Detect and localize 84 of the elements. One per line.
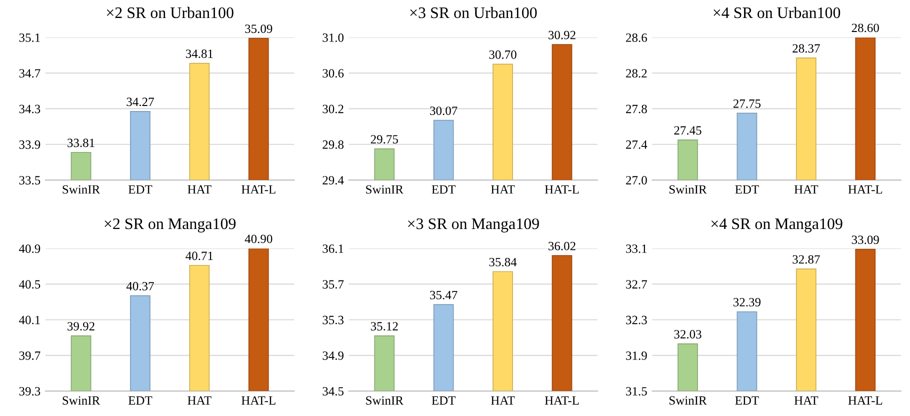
y-tick-label: 34.3: [19, 104, 40, 114]
data-label: 29.75: [370, 135, 398, 144]
x-tick-label: EDT: [432, 396, 456, 405]
y-tick-label: 34.7: [19, 69, 40, 78]
y-tick-label: 29.8: [322, 140, 344, 149]
data-label: 33.81: [68, 138, 94, 148]
y-tick-label: 35.1: [19, 34, 40, 42]
y-tick-label: 27.4: [626, 140, 648, 149]
x-tick-label: EDT: [432, 185, 456, 194]
y-tick-label: 30.2: [322, 104, 344, 114]
data-label: 30.07: [430, 106, 458, 116]
data-label: 27.45: [674, 126, 702, 135]
data-label: 40.37: [126, 282, 154, 290]
data-label: 28.37: [792, 44, 820, 53]
y-tick-label: 28.6: [626, 33, 648, 42]
y-tick-label: 35.3: [322, 316, 344, 324]
data-label: 40.71: [186, 252, 213, 260]
x-tick-label: HAT-L: [242, 185, 276, 194]
x-tick-label: SwinIR: [62, 396, 100, 405]
data-label: 35.84: [489, 258, 517, 266]
y-tick-label: 28.2: [626, 69, 647, 78]
x-tick-label: HAT: [188, 396, 212, 405]
y-tick-label: 40.9: [19, 244, 40, 253]
x-tick-label: HAT-L: [242, 396, 276, 405]
chart-title: ×2 SR on Manga109: [104, 218, 236, 232]
x-tick-label: HAT: [188, 185, 212, 194]
x-tick-label: HAT-L: [544, 185, 579, 194]
x-tick-label: HAT: [491, 396, 515, 405]
x-tick-label: SwinIR: [669, 396, 707, 405]
chart-title: ×4 SR on Urban100: [714, 6, 840, 18]
y-tick-label: 34.5: [322, 387, 344, 396]
data-label: 33.09: [852, 236, 879, 244]
chart-title: ×3 SR on Urban100: [410, 6, 537, 18]
chart-title: ×2 SR on Urban100: [106, 6, 234, 18]
y-tick-label: 31.5: [626, 387, 647, 396]
y-tick-label: 32.7: [626, 280, 648, 289]
y-tick-label: 33.5: [19, 176, 40, 185]
y-tick-label: 27.8: [626, 104, 647, 114]
data-label: 36.02: [548, 242, 576, 250]
data-label: 34.81: [186, 50, 213, 58]
data-label: 30.92: [548, 30, 576, 40]
chart-title: ×4 SR on Manga109: [711, 218, 842, 232]
x-tick-label: EDT: [128, 185, 152, 194]
chart-title: ×3 SR on Manga109: [408, 218, 539, 232]
data-label: 27.75: [733, 99, 761, 108]
y-tick-label: 34.9: [322, 351, 344, 360]
data-label: 35.12: [370, 322, 398, 331]
x-tick-label: SwinIR: [366, 185, 404, 194]
y-tick-label: 30.6: [322, 69, 344, 78]
y-tick-label: 27.0: [626, 176, 647, 185]
data-label: 28.60: [852, 24, 879, 32]
x-tick-label: EDT: [735, 185, 759, 194]
data-label: 32.03: [674, 330, 702, 339]
y-tick-label: 31.9: [626, 351, 647, 360]
x-tick-label: HAT-L: [544, 396, 579, 405]
data-label: 40.90: [244, 234, 272, 244]
y-tick-label: 29.4: [322, 176, 344, 185]
x-tick-label: HAT-L: [848, 396, 882, 405]
y-tick-label: 31.0: [322, 33, 344, 42]
data-label: 32.87: [792, 255, 820, 264]
x-tick-label: SwinIR: [366, 396, 404, 405]
data-label: 34.27: [126, 98, 154, 106]
x-tick-label: HAT: [794, 185, 818, 194]
x-tick-label: HAT: [491, 185, 515, 194]
data-label: 35.09: [245, 24, 272, 34]
x-tick-label: EDT: [128, 396, 152, 405]
x-tick-label: HAT-L: [848, 185, 882, 194]
y-tick-label: 33.1: [626, 244, 647, 253]
y-tick-label: 33.9: [19, 140, 40, 149]
x-tick-label: EDT: [735, 396, 759, 405]
y-tick-label: 39.7: [19, 351, 40, 360]
y-tick-label: 35.7: [322, 280, 344, 289]
y-tick-label: 32.3: [626, 316, 647, 324]
data-label: 39.92: [68, 322, 94, 331]
data-label: 30.70: [489, 50, 516, 59]
data-label: 32.39: [734, 298, 761, 306]
x-tick-label: SwinIR: [669, 185, 707, 194]
x-tick-label: SwinIR: [62, 185, 100, 194]
y-tick-label: 40.5: [19, 280, 40, 289]
y-tick-label: 40.1: [19, 316, 40, 324]
y-tick-label: 39.3: [19, 387, 40, 396]
y-tick-label: 36.1: [322, 244, 344, 253]
x-tick-label: HAT: [794, 396, 818, 405]
data-label: 35.47: [430, 290, 458, 300]
